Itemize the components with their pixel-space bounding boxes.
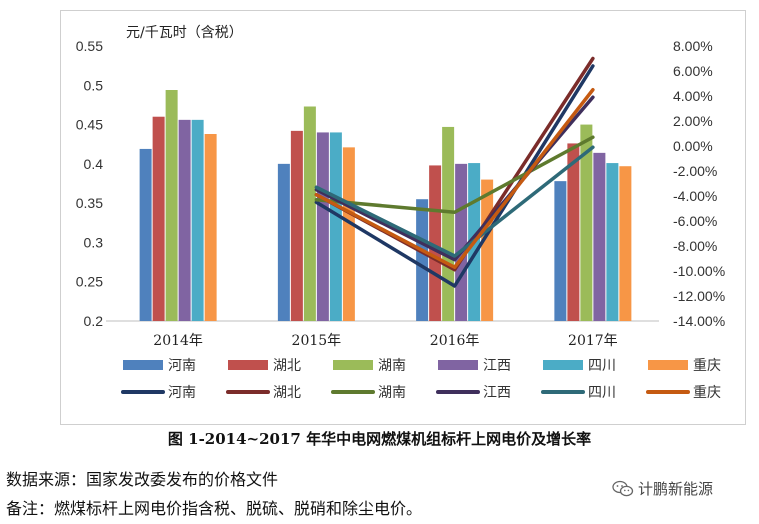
legend-label-bar-江西: 江西 [483, 358, 511, 374]
legend-label-line-四川: 四川 [588, 385, 616, 401]
y-left-tick-label: 0.3 [84, 234, 104, 250]
y-right-tick-label: 0.00% [673, 138, 713, 154]
legend-swatch-bar-四川 [543, 360, 583, 370]
bar-重庆-2016年 [481, 179, 494, 321]
y-left-tick-label: 0.35 [76, 195, 103, 211]
legend-swatch-bar-重庆 [648, 360, 688, 370]
legend-label-line-湖北: 湖北 [273, 385, 301, 401]
bar-湖北-2014年 [152, 116, 165, 321]
bar-四川-2014年 [191, 119, 204, 321]
legend-label-bar-四川: 四川 [588, 358, 616, 374]
bar-四川-2015年 [329, 132, 342, 321]
bar-江西-2017年 [593, 152, 606, 321]
legend-swatch-bar-湖北 [228, 360, 268, 370]
y-right-tick-label: 6.00% [673, 63, 713, 79]
bar-江西-2016年 [455, 163, 468, 321]
legend-label-bar-湖南: 湖南 [378, 358, 406, 374]
bar-江西-2014年 [178, 119, 191, 321]
bar-湖南-2017年 [580, 124, 593, 321]
y-right-tick-label: -12.00% [673, 288, 725, 304]
remark-note: 备注：燃煤标杆上网电价指含税、脱硫、脱硝和除尘电价。 [6, 499, 423, 518]
y-left-tick-label: 0.2 [84, 313, 104, 329]
bar-河南-2017年 [554, 181, 567, 321]
x-tick-label: 2016年 [430, 333, 480, 349]
legend-swatch-bar-湖南 [333, 360, 373, 370]
line-重庆 [314, 88, 595, 269]
y-left-tick-label: 0.5 [84, 77, 104, 93]
line-四川 [314, 145, 595, 258]
watermark-text: 计鹏新能源 [638, 480, 714, 498]
bar-河南-2016年 [416, 199, 429, 321]
x-tick-label: 2015年 [292, 333, 342, 349]
y-left-tick-label: 0.25 [76, 274, 103, 290]
bar-湖南-2014年 [165, 90, 178, 321]
y-right-tick-label: -2.00% [673, 163, 717, 179]
legend-label-line-江西: 江西 [483, 385, 511, 401]
unit-label: 元/千瓦时（含税） [126, 25, 243, 41]
y-left-tick-label: 0.55 [76, 38, 103, 54]
legend-swatch-bar-河南 [123, 360, 163, 370]
line-湖南 [314, 135, 595, 214]
bar-湖北-2017年 [567, 143, 580, 321]
legend-label-line-湖南: 湖南 [378, 385, 406, 401]
line-湖北 [314, 56, 595, 272]
y-left-tick-label: 0.45 [76, 117, 103, 133]
figure-caption: 图 1-2014~2017 年华中电网燃煤机组标杆上网电价及增长率 [167, 430, 592, 448]
source-note: 数据来源：国家发改委发布的价格文件 [6, 470, 279, 489]
x-tick-label: 2014年 [153, 333, 203, 349]
legend-label-line-河南: 河南 [168, 385, 196, 401]
y-right-tick-label: -6.00% [673, 213, 717, 229]
legend-swatch-bar-江西 [438, 360, 478, 370]
line-河南 [314, 64, 595, 288]
y-right-tick-label: 4.00% [673, 88, 713, 104]
x-tick-label: 2017年 [568, 333, 618, 349]
bar-湖南-2015年 [303, 106, 316, 321]
y-right-tick-label: 8.00% [673, 38, 713, 54]
bar-江西-2015年 [316, 132, 329, 321]
y-left-tick-label: 0.4 [84, 156, 104, 172]
chart: 元/千瓦时（含税） 0.2 0.25 0.3 0.35 0.4 0.45 0.5 0.55 8.0… [76, 25, 725, 401]
bar-重庆-2017年 [619, 166, 632, 321]
bar-重庆-2014年 [204, 134, 217, 321]
bar-湖南-2016年 [442, 126, 455, 321]
legend-label-bar-重庆: 重庆 [693, 358, 721, 374]
watermark: 计鹏新能源 [612, 478, 713, 499]
legend-label-line-重庆: 重庆 [693, 385, 721, 401]
y-right-tick-label: -4.00% [673, 188, 717, 204]
y-right-tick-label: -10.00% [673, 263, 725, 279]
bar-四川-2017年 [606, 163, 619, 321]
bar-河南-2015年 [277, 163, 290, 321]
y-right-tick-label: -14.00% [673, 313, 725, 329]
legend-label-bar-湖北: 湖北 [273, 358, 301, 374]
bar-湖北-2016年 [429, 165, 442, 321]
bar-河南-2014年 [139, 148, 152, 321]
bar-湖北-2015年 [290, 130, 303, 321]
y-right-tick-label: -8.00% [673, 238, 717, 254]
y-right-tick-label: 2.00% [673, 113, 713, 129]
bar-重庆-2015年 [342, 147, 355, 321]
legend-label-bar-河南: 河南 [168, 358, 196, 374]
chart-frame: 元/千瓦时（含税） 0.2 0.25 0.3 0.35 0.4 0.45 0.5 0.55 8.0… [60, 10, 746, 425]
wechat-icon [612, 480, 634, 496]
